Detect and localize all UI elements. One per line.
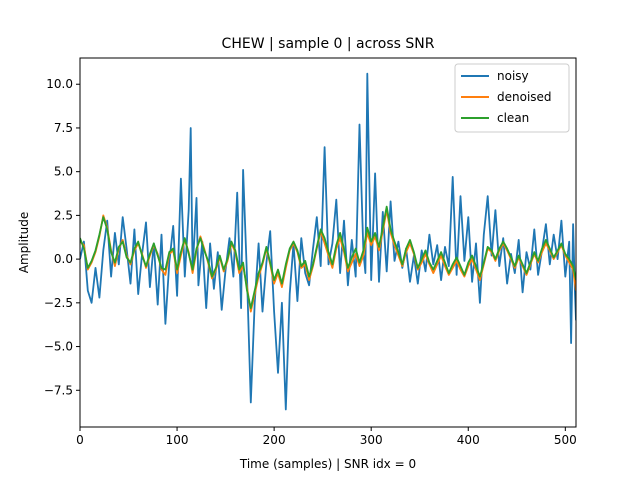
x-tick-label: 400 [457,433,480,447]
series-line-clean [80,205,576,309]
y-tick-label: 7.5 [54,121,73,135]
legend-label-noisy: noisy [497,69,529,83]
x-tick-label: 200 [263,433,286,447]
legend-label-clean: clean [497,111,529,125]
x-tick-label: 0 [76,433,84,447]
y-tick-label: −2.5 [44,296,73,310]
plot-frame [79,57,577,428]
y-tick-label: −5.0 [44,340,73,354]
y-axis: −7.5 −5.0 −2.5 0.0 2.5 5.0 7.5 10.0 [44,77,80,397]
legend-box [454,63,570,133]
x-tick-label: 100 [166,433,189,447]
y-tick-label: 10.0 [46,77,73,91]
y-tick-label: 5.0 [54,165,73,179]
series-line-noisy [80,72,576,411]
chart-title: CHEW | sample 0 | across SNR [222,36,435,52]
legend-label-denoised: denoised [497,90,552,104]
y-tick-label: −7.5 [44,383,73,397]
y-tick-label: 0.0 [54,252,73,266]
legend: noisy denoised clean [454,63,570,133]
x-tick-label: 300 [360,433,383,447]
plot-lines [80,72,576,411]
x-axis-label: Time (samples) | SNR idx = 0 [239,457,416,471]
y-tick-label: 2.5 [54,208,73,222]
y-axis-label: Amplitude [17,212,31,274]
x-tick-label: 500 [554,433,577,447]
x-axis: 0 100 200 300 400 500 [76,427,577,447]
